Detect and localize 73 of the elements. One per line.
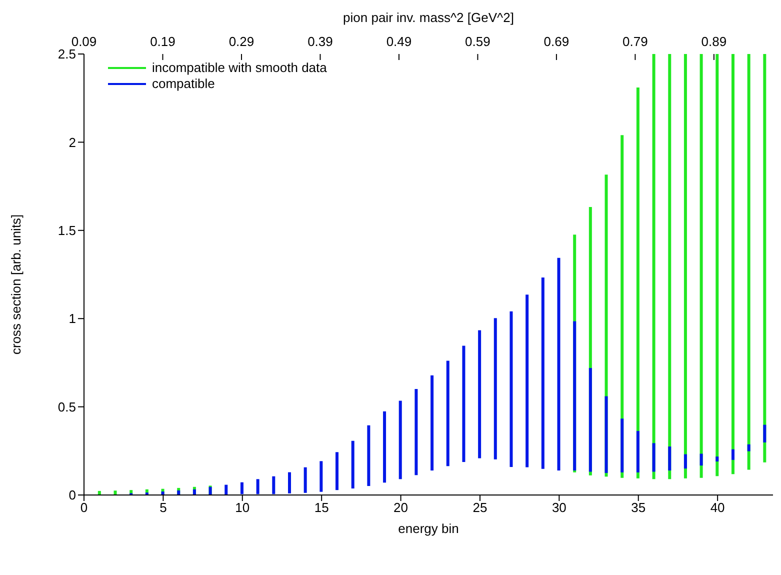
bar [430,375,434,470]
x2-tick-label: 0.39 [308,34,333,49]
bar [414,388,418,476]
x-tick-label: 25 [472,500,488,516]
bar [320,461,323,492]
x-axis-title: energy bin [398,521,459,536]
x-tick-label: 40 [710,500,725,516]
x2-tick-label: 0.09 [71,34,97,49]
bar [557,258,560,470]
bar [462,346,466,462]
bar [272,476,276,494]
bar [256,479,260,494]
legend-label: incompatible with smooth data [152,60,327,76]
bar [398,400,402,480]
bar [383,411,386,483]
bar [716,456,719,462]
bar [573,321,576,470]
x2-tick-label: 0.59 [465,34,490,49]
y-tick-label: 1 [68,311,76,326]
bar [731,449,734,460]
x2-tick-label: 0.29 [228,34,254,49]
x-tick-label: 30 [552,500,566,516]
bar [288,472,291,494]
y-tick-label: 2.5 [58,46,76,62]
bar [224,484,228,495]
bar [700,54,703,478]
bar [747,444,750,452]
bar [652,54,656,480]
x2-tick-label: 0.89 [701,34,727,49]
bar [240,482,244,494]
bar [747,54,750,470]
bar [588,368,592,472]
bar [336,452,339,490]
bar [494,318,497,460]
bar [716,54,719,476]
bar [446,360,450,466]
y-tick-label: 0.5 [58,399,76,414]
bar [731,54,734,474]
bar [763,424,766,442]
bar [700,454,703,466]
y-tick-label: 0 [68,488,76,503]
bar [636,430,640,472]
x-tick-label: 20 [394,500,408,516]
x2-tick-label: 0.19 [150,34,176,49]
x-tick-label: 0 [80,500,88,516]
bar [604,396,608,473]
x-tick-label: 5 [160,500,167,516]
x2-tick-label: 0.79 [622,34,648,49]
x2-tick-label: 0.49 [386,34,412,49]
x-tick-label: 35 [631,500,646,516]
bar [114,490,117,495]
bar [478,330,482,458]
bar [351,440,354,488]
x-tick-label: 15 [314,500,329,516]
y-tick-label: 1.5 [58,223,76,238]
bar [668,54,672,480]
bar [541,278,544,469]
bar [510,311,513,467]
bar [304,467,307,493]
bar [526,294,529,468]
bar [620,418,624,472]
bar [684,54,687,478]
legend-label: compatible [152,76,215,92]
x2-axis-title: pion pair inv. mass^2 [GeV^2] [343,10,514,25]
y-tick-label: 2 [68,134,76,150]
y-axis-title: cross section [arb. units] [8,214,24,354]
x-tick-label: 10 [235,500,250,516]
bar [668,446,672,470]
bar [367,425,370,486]
bar [684,454,687,469]
bar [763,54,766,462]
x2-tick-label: 0.69 [544,34,570,49]
bar [652,443,656,472]
